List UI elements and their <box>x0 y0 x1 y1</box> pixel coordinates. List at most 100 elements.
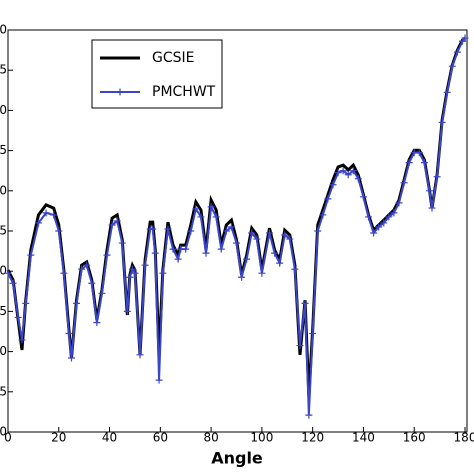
marker <box>98 289 106 297</box>
y-tick-label: 5 <box>0 304 7 318</box>
x-tick-label: 40 <box>102 431 117 445</box>
x-tick-label: 180 <box>454 431 474 445</box>
marker <box>415 149 423 157</box>
marker <box>113 217 121 225</box>
marker <box>149 225 157 233</box>
marker <box>301 299 309 307</box>
x-tick-label: 60 <box>153 431 168 445</box>
marker <box>202 249 210 257</box>
x-axis-label: Angle <box>211 449 263 468</box>
marker <box>116 88 124 96</box>
marker <box>385 213 393 221</box>
marker <box>443 88 451 96</box>
marker <box>329 181 337 189</box>
marker <box>248 229 256 237</box>
marker <box>258 269 266 277</box>
marker <box>271 249 279 257</box>
x-tick-label: 80 <box>203 431 218 445</box>
marker <box>103 251 111 259</box>
marker <box>164 225 172 233</box>
marker <box>187 227 195 235</box>
marker <box>9 279 17 287</box>
marker <box>281 231 289 239</box>
marker <box>359 193 367 201</box>
marker <box>339 167 347 175</box>
marker <box>238 273 246 281</box>
marker <box>365 213 373 221</box>
legend-label: PMCHWT <box>152 84 216 100</box>
marker <box>291 265 299 273</box>
marker <box>461 34 469 42</box>
marker <box>93 319 101 327</box>
marker <box>123 307 131 315</box>
marker <box>370 229 378 237</box>
y-tick-label: 0 <box>0 183 7 197</box>
marker <box>155 376 163 384</box>
marker <box>438 118 446 126</box>
marker <box>55 227 63 235</box>
y-tick-label: 0 <box>0 264 7 278</box>
marker <box>233 239 240 247</box>
marker <box>159 269 167 277</box>
marker <box>65 330 73 338</box>
marker <box>128 265 136 273</box>
marker <box>395 199 403 207</box>
marker <box>27 251 35 259</box>
marker <box>324 195 332 203</box>
y-tick-label: 0 <box>0 344 7 358</box>
marker <box>207 203 215 211</box>
marker <box>14 313 22 321</box>
y-tick-label: 5 <box>0 143 7 157</box>
marker <box>174 255 182 263</box>
marker <box>197 213 205 221</box>
marker <box>227 223 235 231</box>
marker <box>73 299 81 307</box>
marker <box>34 219 42 227</box>
marker <box>309 330 317 338</box>
marker <box>217 245 225 253</box>
marker <box>453 48 461 56</box>
marker <box>22 299 30 307</box>
y-tick-label: 0 <box>0 23 7 37</box>
marker <box>67 354 75 362</box>
marker <box>4 269 12 277</box>
marker <box>131 269 139 277</box>
plot-frame <box>7 29 468 433</box>
marker <box>276 259 284 267</box>
marker <box>266 229 274 237</box>
marker <box>428 204 436 212</box>
x-tick-label: 100 <box>250 431 273 445</box>
marker <box>286 235 294 243</box>
x-tick-label: 140 <box>352 431 375 445</box>
marker <box>151 249 159 257</box>
legend-box <box>91 39 223 109</box>
marker <box>305 411 313 419</box>
marker <box>314 227 322 235</box>
marker <box>50 211 58 219</box>
marker <box>108 221 116 229</box>
x-tick-label: 120 <box>301 431 324 445</box>
series-line <box>6 36 466 396</box>
marker <box>192 205 200 213</box>
marker <box>334 169 342 177</box>
marker <box>420 159 428 167</box>
y-tick-label: 5 <box>0 384 7 398</box>
x-tick-label: 0 <box>4 431 12 445</box>
legend: GCSIE PMCHWT <box>91 39 223 109</box>
marker <box>354 175 362 183</box>
marker <box>222 227 230 235</box>
marker <box>319 211 327 219</box>
marker <box>400 179 408 187</box>
marker <box>212 213 220 221</box>
marker <box>344 171 352 179</box>
y-tick-label: 5 <box>0 63 7 77</box>
marker <box>253 235 261 243</box>
marker <box>349 167 357 175</box>
marker <box>182 245 190 253</box>
x-tick-label: 160 <box>403 431 426 445</box>
marker <box>405 159 413 167</box>
marker <box>296 342 304 350</box>
marker <box>380 219 388 227</box>
marker <box>141 261 149 269</box>
